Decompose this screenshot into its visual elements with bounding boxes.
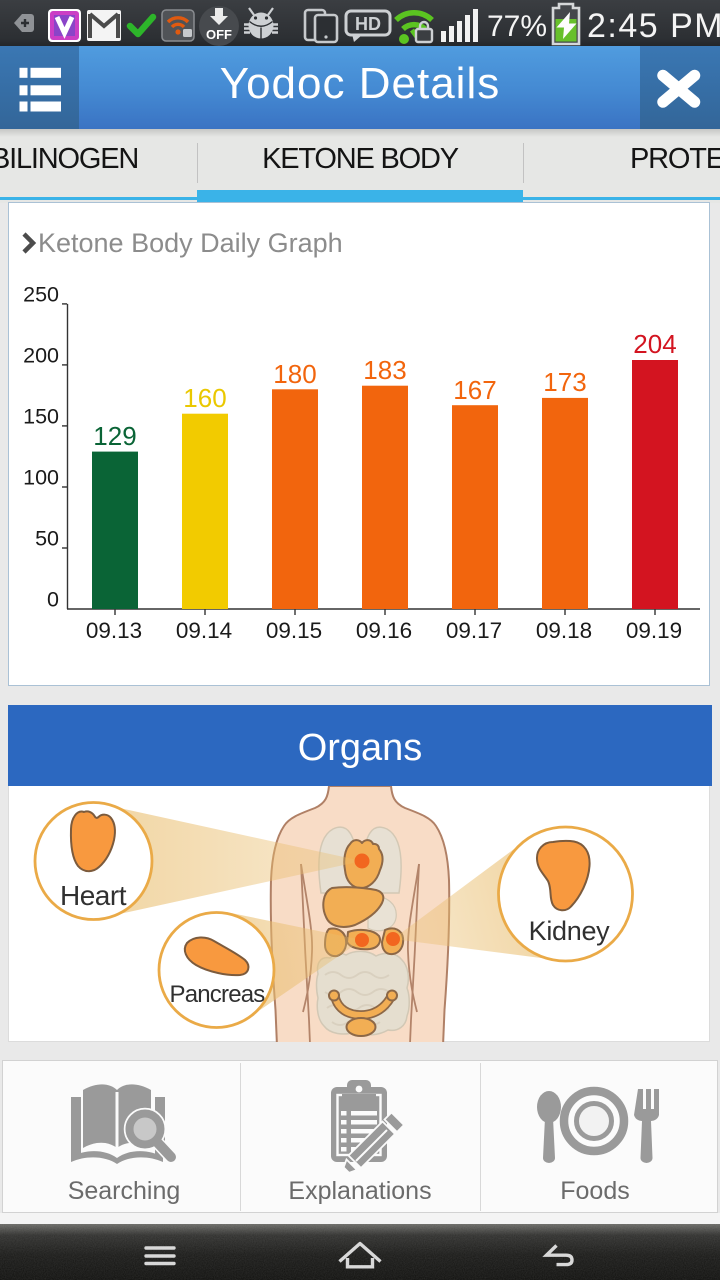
svg-text:167: 167 [453, 375, 496, 405]
svg-text:Explanations: Explanations [288, 1177, 431, 1205]
svg-text:2:45 PM: 2:45 PM [587, 7, 720, 45]
svg-text:129: 129 [93, 421, 136, 451]
svg-text:Kidney: Kidney [529, 916, 611, 946]
svg-text:09.15: 09.15 [266, 618, 322, 643]
svg-text:Searching: Searching [68, 1177, 181, 1205]
svg-text:77%: 77% [487, 10, 547, 43]
svg-text:09.17: 09.17 [446, 618, 502, 643]
svg-text:09.19: 09.19 [626, 618, 682, 643]
svg-text:09.16: 09.16 [356, 618, 412, 643]
svg-text:Foods: Foods [560, 1177, 629, 1205]
svg-text:0: 0 [47, 588, 59, 612]
svg-text:250: 250 [23, 282, 59, 306]
svg-text:100: 100 [23, 466, 59, 490]
svg-text:09.13: 09.13 [86, 618, 142, 643]
svg-text:Heart: Heart [60, 880, 127, 911]
svg-text:173: 173 [543, 367, 586, 397]
svg-text:HD: HD [355, 14, 381, 34]
svg-text:150: 150 [23, 404, 59, 428]
svg-text:160: 160 [183, 383, 226, 413]
svg-text:09.18: 09.18 [536, 618, 592, 643]
svg-text:50: 50 [35, 527, 59, 551]
svg-text:Pancreas: Pancreas [170, 981, 266, 1008]
svg-text:183: 183 [363, 355, 406, 385]
svg-text:09.14: 09.14 [176, 618, 232, 643]
svg-text:204: 204 [633, 329, 676, 359]
svg-text:Ketone Body Daily Graph: Ketone Body Daily Graph [38, 228, 343, 258]
svg-text:180: 180 [273, 359, 316, 389]
svg-text:200: 200 [23, 343, 59, 367]
svg-text:OFF: OFF [206, 27, 232, 42]
